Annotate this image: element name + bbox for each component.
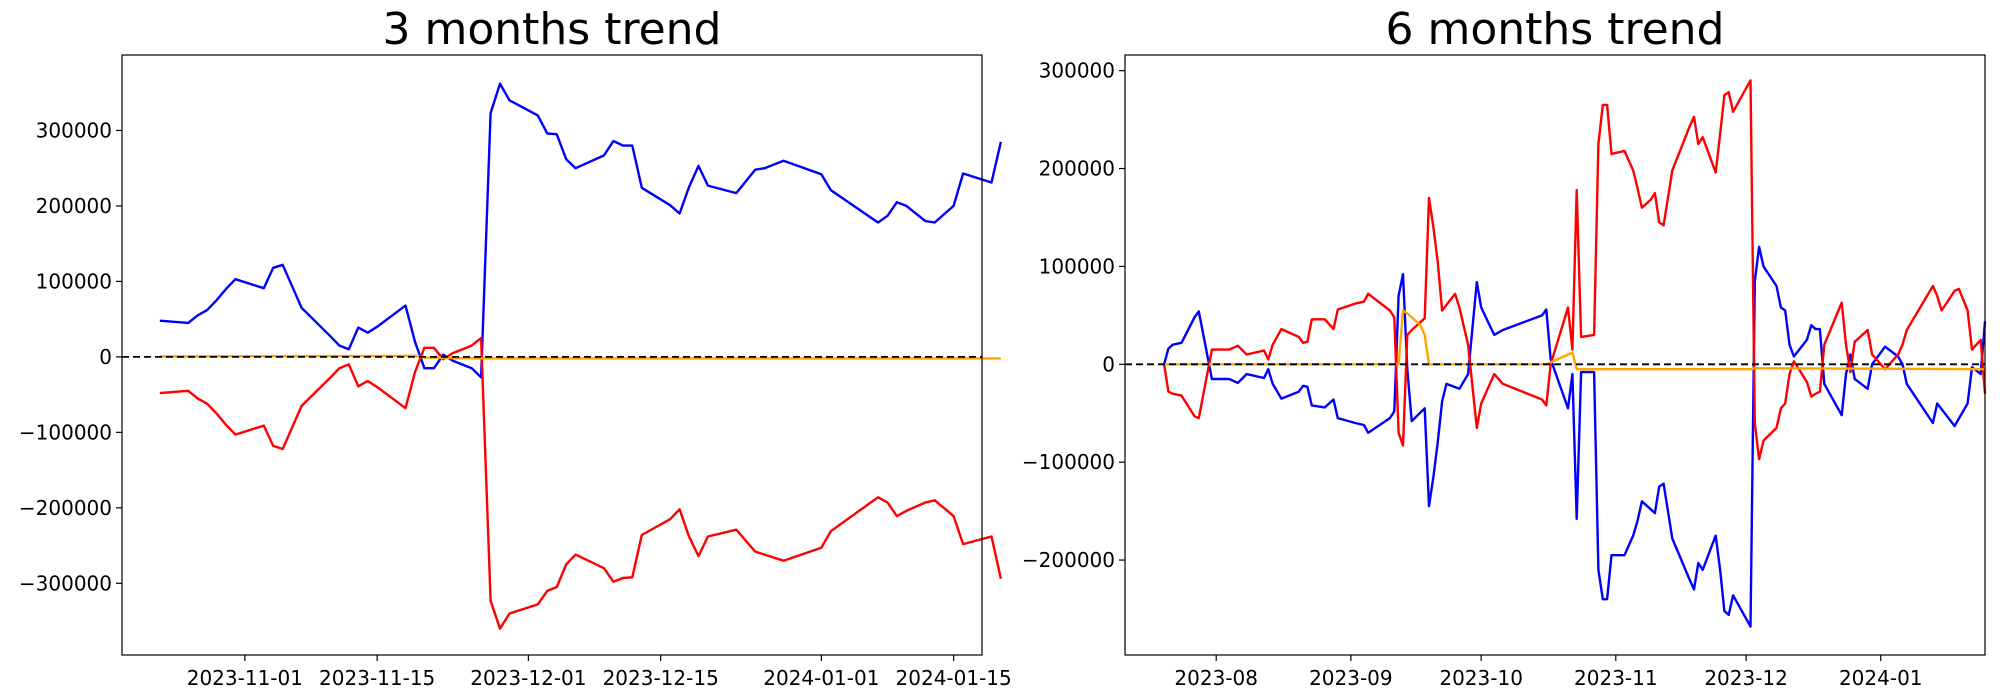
chart-6-months-trend: 6 months trend −200000 −100000 0 100000 2000… bbox=[1022, 4, 1987, 690]
y-tick-label: 0 bbox=[99, 345, 112, 369]
x-tick-label: 2023-08 bbox=[1174, 666, 1258, 690]
y-tick-label: −100000 bbox=[19, 420, 112, 444]
y-tick-label: 100000 bbox=[36, 269, 112, 293]
chart-title: 3 months trend bbox=[383, 4, 722, 55]
y-tick-label: −300000 bbox=[19, 571, 112, 595]
x-tick-label: 2024-01-01 bbox=[763, 666, 879, 690]
y-tick-label: −100000 bbox=[1022, 450, 1115, 474]
plot-area: −300000 −200000 −100000 0 100000 200000 300000… bbox=[19, 82, 1012, 690]
y-tick-label: 200000 bbox=[1039, 157, 1115, 181]
x-tick-label: 2023-11-01 bbox=[187, 666, 303, 690]
plot-frame bbox=[1124, 54, 1986, 656]
x-tick-label: 2023-12-15 bbox=[603, 666, 719, 690]
y-tick-label: 100000 bbox=[1039, 254, 1115, 278]
series-line bbox=[1164, 309, 1986, 371]
chart-3-months-trend: 3 months trend −300000 −200000 −100000 0 100… bbox=[19, 4, 1012, 690]
x-tick-label: 2023-12-01 bbox=[470, 666, 586, 690]
y-tick-label: 0 bbox=[1102, 352, 1115, 376]
series-line bbox=[1162, 79, 1987, 461]
x-tick-label: 2023-12 bbox=[1704, 666, 1788, 690]
x-tick-label: 2023-10 bbox=[1439, 666, 1523, 690]
series-line bbox=[159, 336, 1003, 630]
x-tick-label: 2023-11 bbox=[1574, 666, 1658, 690]
y-tick-label: 300000 bbox=[1039, 59, 1115, 83]
series-line bbox=[159, 82, 1003, 379]
chart-title: 6 months trend bbox=[1386, 4, 1725, 55]
y-tick-label: −200000 bbox=[1022, 548, 1115, 572]
x-tick-label: 2024-01 bbox=[1839, 666, 1923, 690]
series-line bbox=[1162, 245, 1987, 628]
x-tick-label: 2023-11-15 bbox=[319, 666, 435, 690]
plot-area: −200000 −100000 0 100000 200000 300000 2023-08… bbox=[1022, 59, 1987, 690]
x-tick-label: 2023-09 bbox=[1309, 666, 1393, 690]
y-tick-label: 300000 bbox=[36, 118, 112, 142]
y-tick-label: −200000 bbox=[19, 496, 112, 520]
x-tick-label: 2024-01-15 bbox=[896, 666, 1012, 690]
y-tick-label: 200000 bbox=[36, 194, 112, 218]
plot-frame bbox=[121, 54, 983, 656]
